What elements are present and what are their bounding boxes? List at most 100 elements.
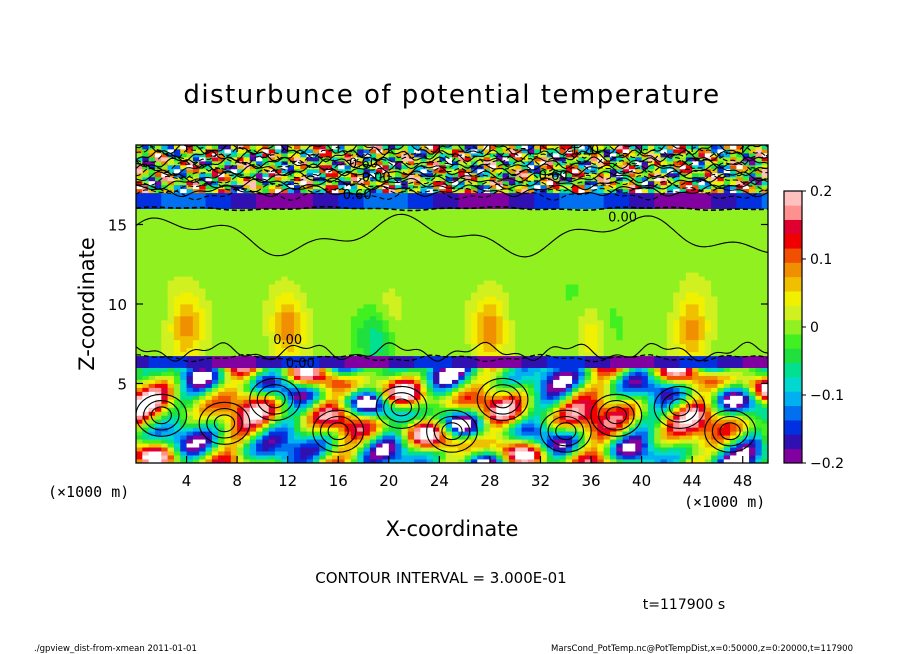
heat-cell [622,296,630,301]
heat-cell [407,327,415,333]
heat-cell [306,375,314,380]
heat-cell [508,403,516,408]
heat-cell [628,335,636,341]
heat-cell [433,459,440,463]
heat-cell [376,387,383,392]
heat-cell [224,351,232,357]
heat-cell [477,447,484,452]
heat-cell [211,411,219,416]
heat-cell [647,343,655,349]
heat-cell [603,439,611,444]
heat-cell [363,315,371,321]
heat-cell [275,359,282,365]
heat-cell [243,355,251,361]
heat-cell [597,423,605,428]
heat-cell [496,419,503,424]
heat-cell [205,300,213,305]
heat-cell [489,367,497,372]
heat-cell [654,355,661,361]
heat-cell [262,300,270,305]
heat-cell [136,359,143,365]
heat-cell [559,276,567,281]
heat-cell [546,459,554,463]
heat-cell [527,327,535,333]
heat-cell [730,331,737,337]
heat-cell [679,403,687,408]
heat-cell [591,335,598,341]
heat-cell [287,284,295,289]
heat-cell [565,439,573,444]
heat-cell [154,300,162,305]
heat-cell [508,355,516,361]
heat-cell [382,276,390,281]
heat-cell [211,383,219,388]
heat-cell [331,296,339,301]
heat-cell [186,443,194,448]
heat-cell [666,451,674,456]
heat-cell [610,323,617,329]
heat-cell [224,367,232,372]
heat-cell [173,359,181,365]
heat-cell [224,375,232,380]
heat-cell [294,268,301,273]
heat-cell [205,443,213,448]
heat-cell [205,331,213,337]
heat-cell [281,383,289,388]
heat-cell [610,280,617,285]
heat-cell [679,363,687,369]
heat-cell [736,315,744,321]
heat-cell [382,292,390,297]
heat-cell [736,304,744,309]
heat-cell [350,391,358,396]
heat-cell [698,284,706,289]
heat-cell [660,399,668,404]
heat-cell [344,371,352,376]
heat-cell [237,284,244,289]
heat-cell [136,339,143,345]
heat-cell [692,371,699,376]
heat-cell [673,268,680,273]
heat-cell [287,331,295,337]
heat-cell [350,359,358,365]
heat-cell [142,363,150,369]
heat-cell [742,351,750,357]
heat-cell [262,359,270,365]
heat-cell [433,351,440,357]
heat-cell [142,339,150,345]
heat-cell [723,431,731,436]
heat-cell [616,419,624,424]
heat-cell [515,375,522,380]
heat-cell [685,431,693,436]
heat-cell [382,387,390,392]
heat-cell [192,403,200,408]
heat-cell [395,300,402,305]
heat-cell [584,387,592,392]
heat-cell [692,443,699,448]
heat-cell [502,391,510,396]
heat-cell [572,292,579,297]
heat-cell [230,447,238,452]
heat-cell [742,443,750,448]
heat-cell [382,300,390,305]
heat-cell [673,359,680,365]
heat-cell [439,331,447,337]
heat-cell [388,451,396,456]
heat-cell [319,272,326,277]
heat-cell [180,315,187,321]
heat-cell [723,439,731,444]
heat-cell [578,387,586,392]
heat-cell [344,335,352,341]
heat-cell [401,300,409,305]
heat-cell [180,439,187,444]
heat-cell [496,272,503,277]
heat-cell [256,407,263,412]
heat-cell [136,363,143,369]
heat-cell [306,435,314,440]
heat-cell [730,339,737,345]
heat-cell [445,315,453,321]
heat-cell [546,451,554,456]
heat-cell [673,371,680,376]
heat-cell [452,439,459,444]
heat-cell [369,319,377,325]
heat-cell [306,455,314,460]
